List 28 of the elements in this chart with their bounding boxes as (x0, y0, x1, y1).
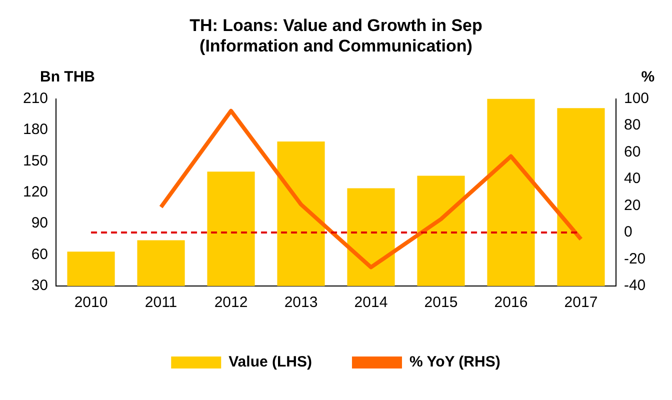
x-tick-label: 2013 (284, 294, 318, 312)
y2-tick-label: 100 (624, 90, 650, 107)
y-tick-label: 150 (22, 152, 48, 170)
y2-tick-label: 60 (624, 143, 641, 160)
y-tick-label: 30 (31, 277, 48, 294)
x-tick-label: 2015 (424, 294, 458, 312)
y2-axis-title: % (641, 68, 655, 86)
y-tick-label: 180 (22, 121, 48, 138)
y-tick-label: 90 (31, 214, 48, 232)
legend-label: % YoY (RHS) (409, 354, 500, 371)
y2-tick-label: -20 (624, 250, 646, 268)
x-tick-label: 2010 (74, 294, 108, 312)
x-tick-label: 2014 (354, 294, 388, 312)
y2-tick-label: 0 (624, 224, 632, 241)
chart-title: TH: Loans: Value and Growth in Sep (Information and Communication) (190, 16, 482, 56)
y2-tick-label: 40 (624, 170, 641, 188)
y-tick-label: 60 (31, 246, 48, 263)
y-tick-label: 120 (22, 184, 48, 201)
legend-label: Value (LHS) (228, 354, 312, 371)
y-axis-title: Bn THB (40, 68, 96, 86)
y2-tick-label: -40 (624, 277, 646, 294)
y-tick-label: 210 (22, 90, 48, 107)
x-tick-label: 2016 (494, 294, 528, 312)
x-tick-label: 2017 (564, 294, 598, 312)
x-tick-label: 2011 (144, 294, 178, 312)
y2-tick-label: 20 (624, 196, 641, 214)
y2-tick-label: 80 (624, 116, 641, 134)
x-tick-label: 2012 (214, 294, 248, 312)
